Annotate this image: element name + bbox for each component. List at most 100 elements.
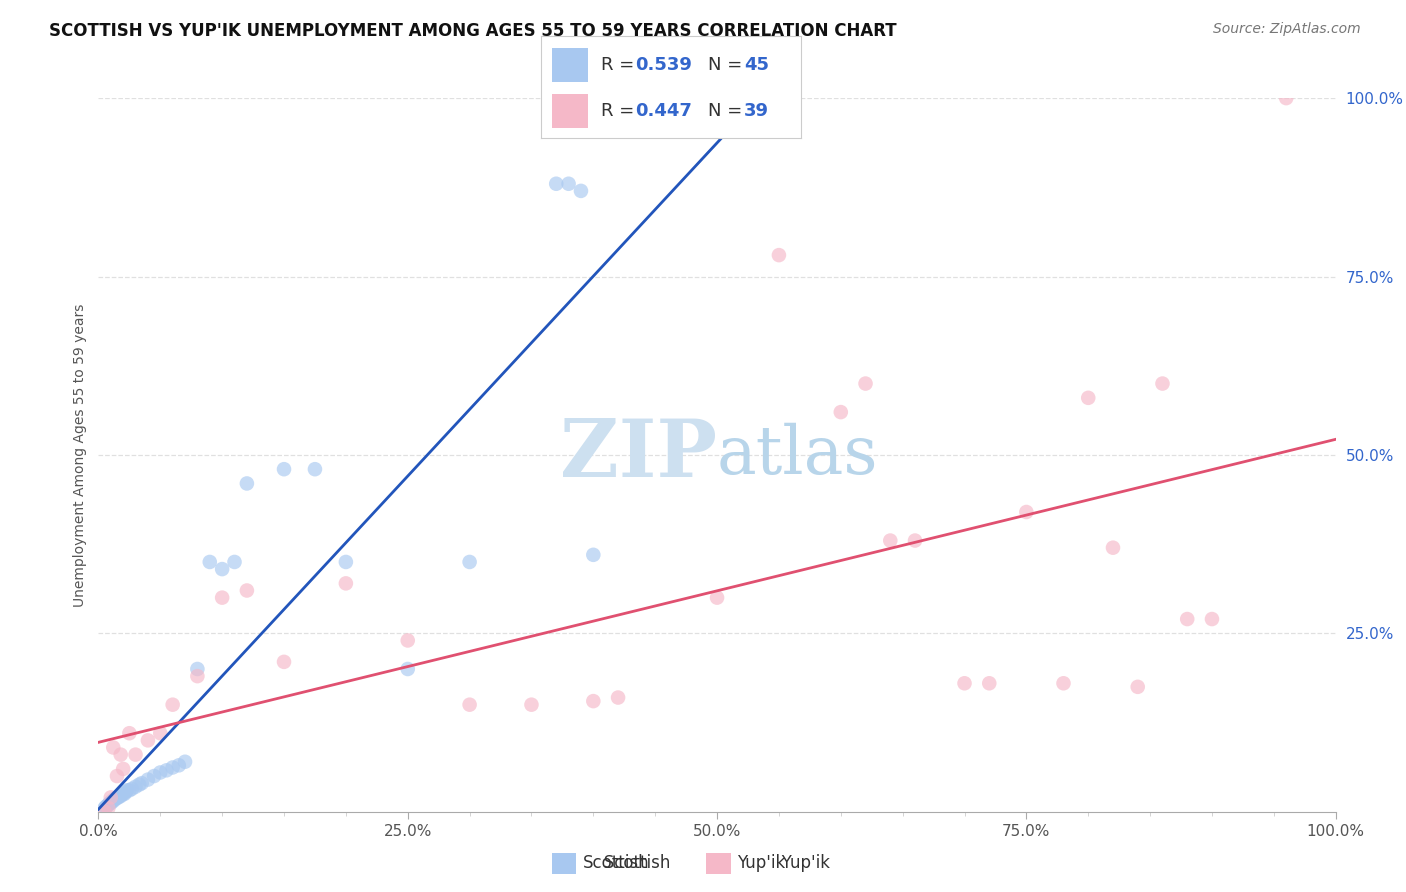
Point (167, 758, 190, 772)
Point (557, 177, 579, 191)
Bar (551, 48, 588, 82)
Point (121, 781, 143, 796)
Text: 0.539: 0.539 (636, 56, 692, 74)
Text: 0.447: 0.447 (636, 102, 692, 120)
Point (335, 576, 357, 591)
Bar (551, 95, 588, 128)
Text: Scottish: Scottish (567, 855, 671, 872)
Text: N =: N = (707, 102, 748, 120)
Point (979, 676, 1001, 690)
Point (103, 794, 125, 808)
Point (1201, 612, 1223, 626)
Point (105, 790, 128, 805)
Bar (551, 853, 576, 874)
Point (1126, 680, 1149, 694)
Point (97, 801, 120, 815)
Point (273, 655, 295, 669)
Point (546, 177, 568, 191)
Point (114, 785, 136, 799)
Point (149, 726, 172, 740)
Text: SCOTTISH VS YUP'IK UNEMPLOYMENT AMONG AGES 55 TO 59 YEARS CORRELATION CHART: SCOTTISH VS YUP'IK UNEMPLOYMENT AMONG AG… (49, 22, 897, 40)
Point (128, 778, 150, 792)
Point (104, 792, 127, 806)
Point (98, 796, 121, 810)
Text: Source: ZipAtlas.com: Source: ZipAtlas.com (1213, 22, 1361, 37)
Point (93, 805, 115, 819)
Point (904, 533, 927, 548)
Point (706, 591, 728, 605)
Point (124, 780, 146, 794)
Point (111, 787, 134, 801)
Point (1052, 676, 1074, 690)
Text: Yup'ik: Yup'ik (745, 855, 830, 872)
Point (1175, 612, 1198, 626)
Point (112, 787, 135, 801)
Text: R =: R = (602, 102, 640, 120)
Point (97, 797, 120, 812)
Text: ZIP: ZIP (560, 416, 717, 494)
Point (855, 376, 877, 391)
Text: Scottish: Scottish (582, 855, 650, 872)
Text: 39: 39 (744, 102, 769, 120)
Point (112, 762, 135, 776)
Point (520, 698, 543, 712)
Point (96, 799, 118, 814)
Point (162, 698, 184, 712)
Point (1077, 391, 1099, 405)
Point (149, 765, 172, 780)
Point (879, 533, 901, 548)
Text: 45: 45 (744, 56, 769, 74)
Point (211, 562, 233, 576)
Point (110, 789, 132, 803)
Point (103, 740, 125, 755)
Point (100, 796, 122, 810)
Point (198, 555, 221, 569)
Point (236, 476, 259, 491)
Point (115, 783, 138, 797)
Point (273, 462, 295, 476)
Point (112, 787, 135, 801)
Point (93, 801, 115, 815)
Point (953, 676, 976, 690)
Point (768, 248, 790, 262)
Point (136, 733, 159, 747)
Point (162, 760, 184, 774)
Y-axis label: Unemployment Among Ages 55 to 59 years: Unemployment Among Ages 55 to 59 years (73, 303, 87, 607)
Point (1102, 541, 1125, 555)
Point (143, 769, 166, 783)
Point (830, 405, 852, 419)
Bar (706, 853, 731, 874)
Point (103, 792, 125, 806)
Point (131, 776, 153, 790)
Point (458, 555, 481, 569)
Point (1152, 376, 1174, 391)
Point (224, 555, 246, 569)
Point (110, 747, 132, 762)
Point (211, 591, 233, 605)
Point (1015, 505, 1038, 519)
Point (101, 794, 124, 808)
Text: R =: R = (602, 56, 640, 74)
Point (100, 790, 122, 805)
Point (458, 698, 481, 712)
Point (124, 747, 146, 762)
Point (335, 555, 357, 569)
Text: atlas: atlas (717, 422, 879, 488)
Point (107, 790, 129, 805)
Point (174, 755, 197, 769)
Point (236, 583, 259, 598)
Point (582, 548, 605, 562)
Point (136, 772, 159, 787)
Point (108, 789, 131, 803)
Point (118, 783, 141, 797)
Point (105, 769, 128, 783)
Point (304, 462, 326, 476)
Point (396, 662, 419, 676)
Point (155, 764, 177, 778)
Point (1275, 91, 1298, 105)
Point (186, 662, 208, 676)
Point (186, 669, 208, 683)
Point (607, 690, 630, 705)
Text: Yup'ik: Yup'ik (737, 855, 786, 872)
Point (118, 726, 141, 740)
